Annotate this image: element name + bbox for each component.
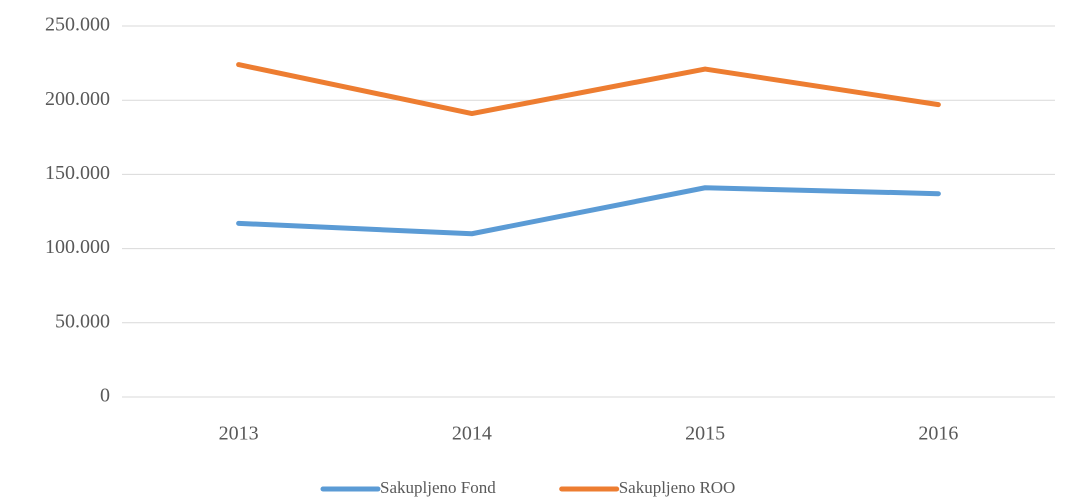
x-tick-label: 2013	[219, 423, 259, 445]
x-tick-label: 2015	[685, 423, 725, 445]
y-tick-label: 100.000	[45, 236, 110, 258]
y-tick-label: 50.000	[55, 310, 110, 332]
x-tick-label: 2014	[452, 423, 492, 445]
y-tick-label: 200.000	[45, 88, 110, 110]
x-tick-label: 2016	[918, 423, 958, 445]
y-tick-label: 150.000	[45, 162, 110, 184]
series-line	[236, 185, 941, 237]
y-tick-label: 0	[100, 385, 110, 407]
legend-label: Sakupljeno ROO	[619, 478, 736, 497]
series-line	[236, 62, 941, 117]
legend-label: Sakupljeno Fond	[380, 478, 496, 497]
y-tick-label: 250.000	[45, 14, 110, 36]
legend: Sakupljeno Fond Sakupljeno ROO	[320, 478, 736, 497]
